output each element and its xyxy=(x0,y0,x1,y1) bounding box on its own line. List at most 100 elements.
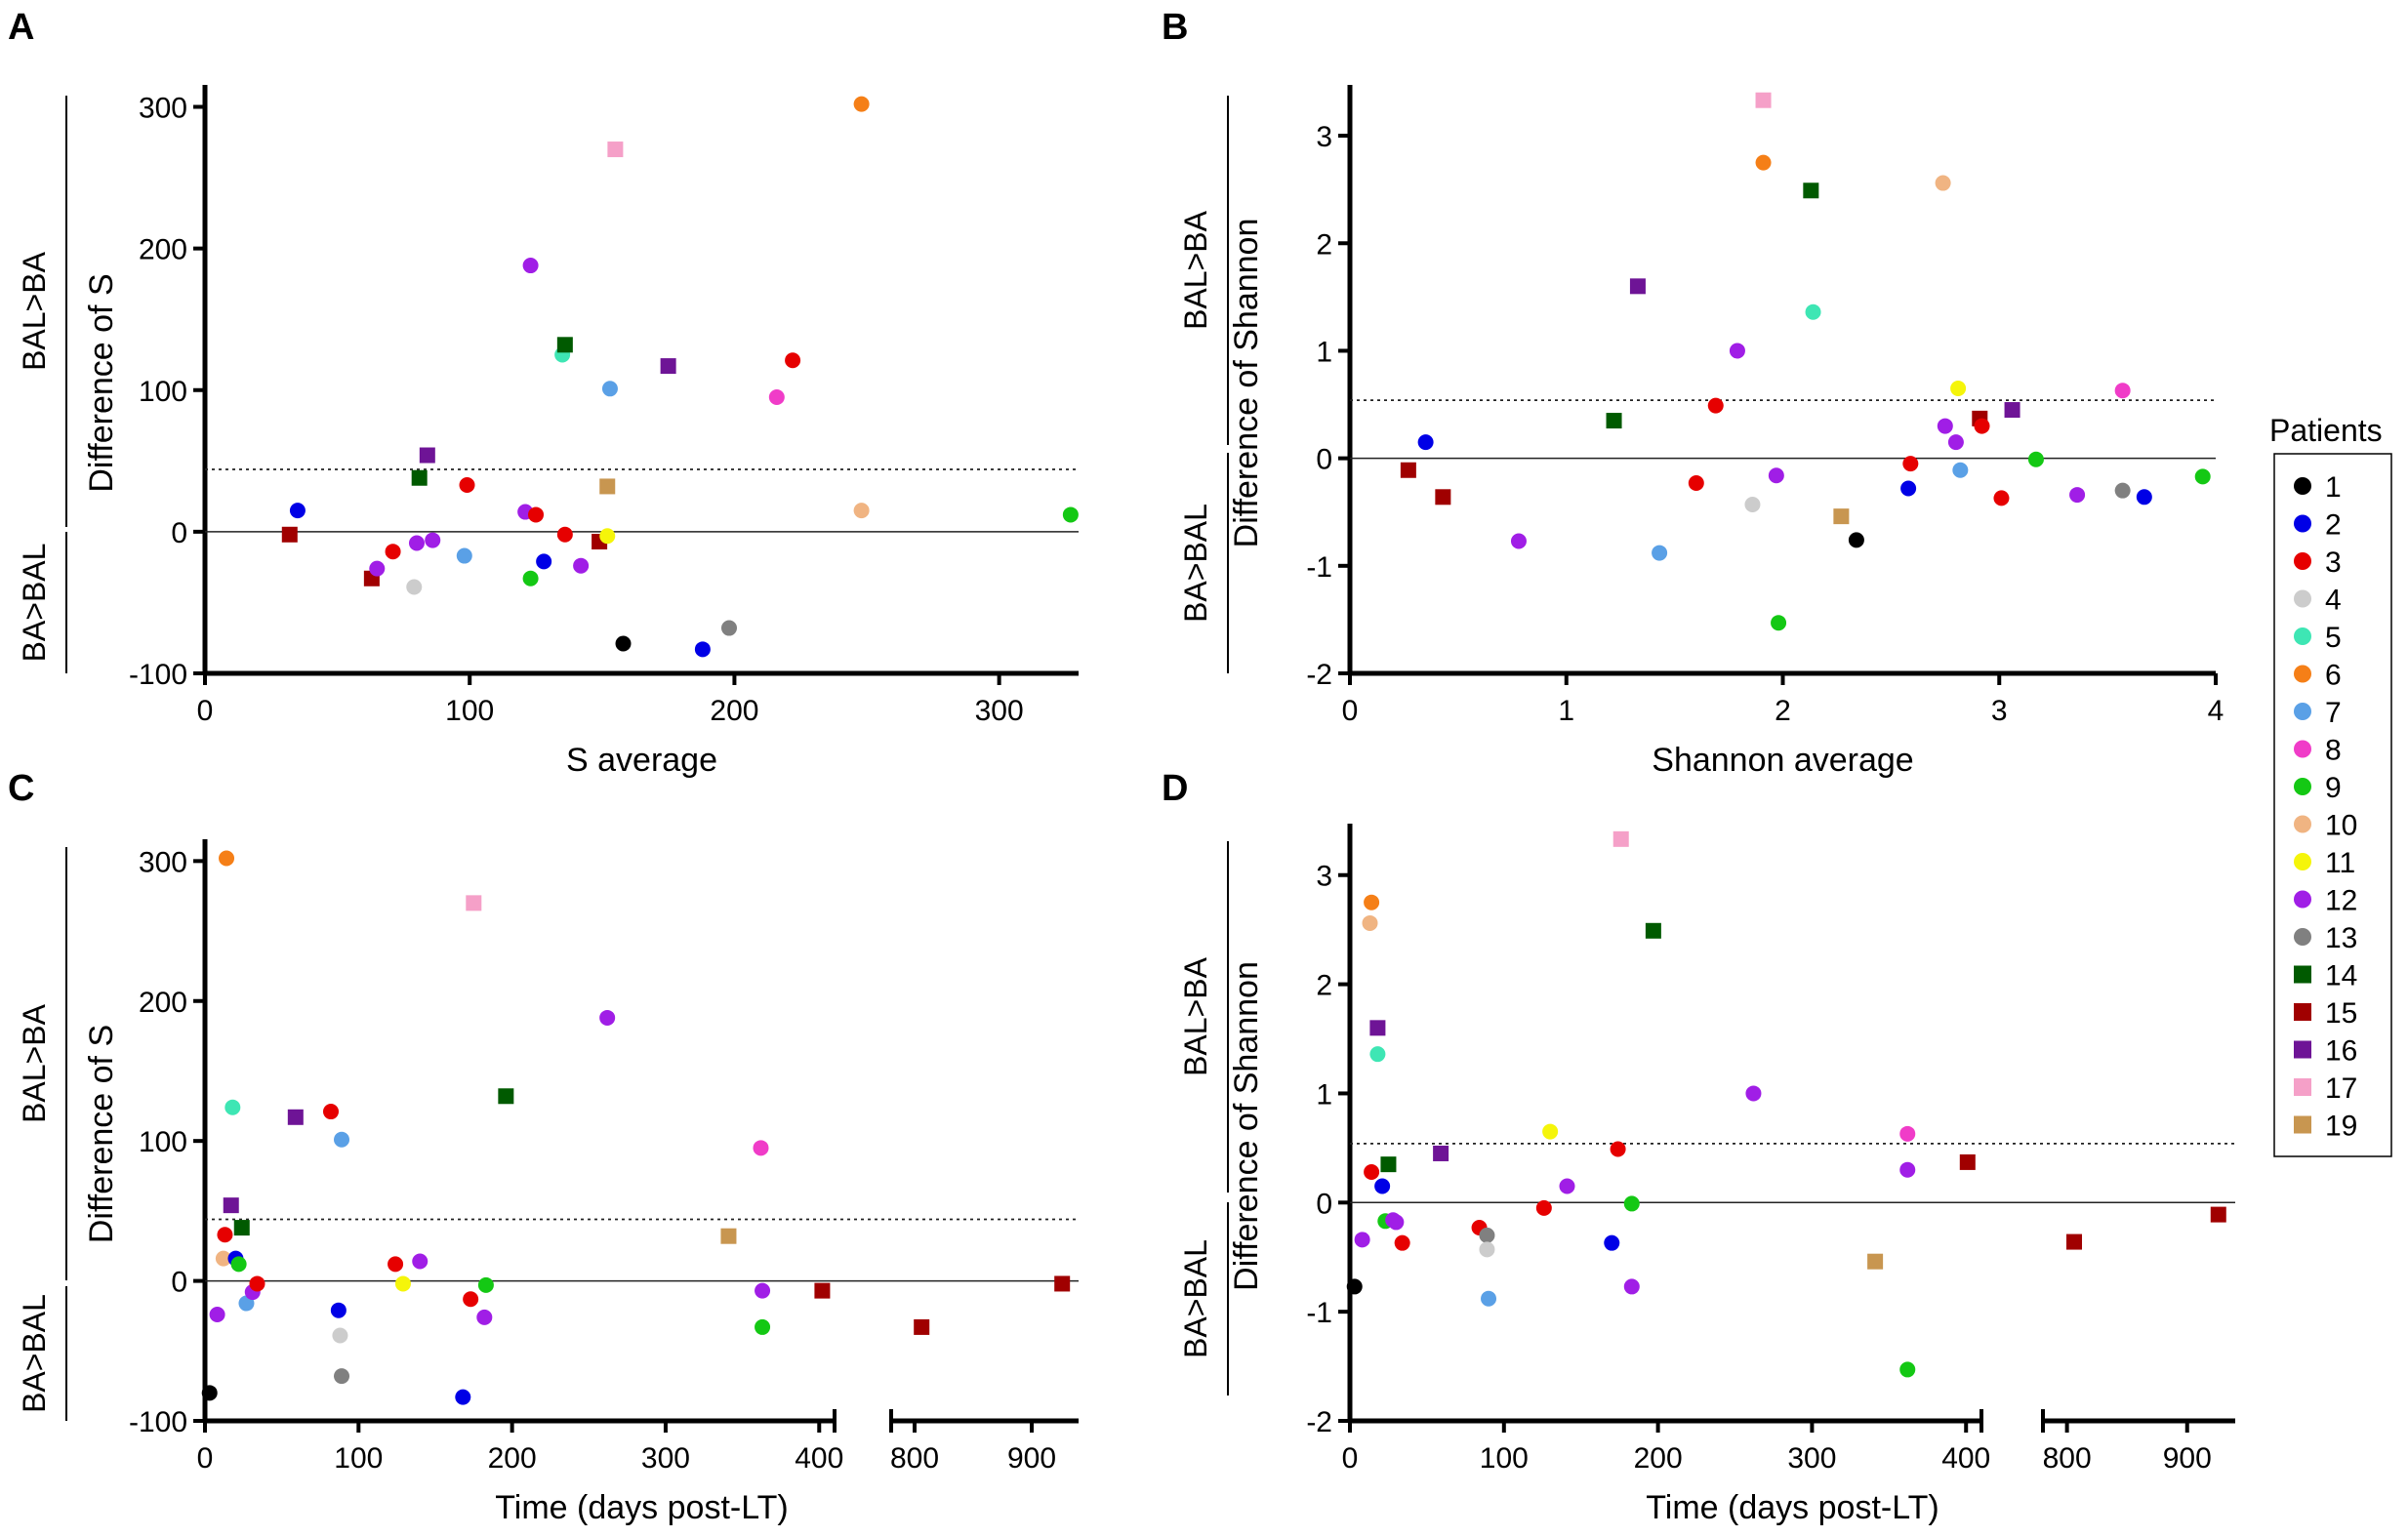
data-point-patient-12 xyxy=(1559,1178,1575,1194)
legend-marker-12 xyxy=(2294,890,2311,909)
legend-label-10: 10 xyxy=(2325,810,2357,842)
data-point-patient-9 xyxy=(1623,1195,1640,1212)
x-tick-label: 0 xyxy=(1342,1442,1359,1475)
legend-marker-2 xyxy=(2294,514,2311,533)
x-tick-label: 400 xyxy=(1941,1442,1990,1475)
data-point-patient-12 xyxy=(2069,487,2086,504)
data-point-patient-6 xyxy=(1755,154,1772,171)
legend-marker-16 xyxy=(2294,1040,2311,1059)
data-point-patient-19 xyxy=(599,478,616,495)
x-tick-label: 1 xyxy=(1558,695,1574,727)
x-axis-title: S average xyxy=(566,742,717,779)
data-point-patient-16 xyxy=(223,1197,239,1214)
legend-label-1: 1 xyxy=(2325,471,2342,504)
y-tick-label: 300 xyxy=(139,846,187,878)
data-point-patient-12 xyxy=(1388,1214,1405,1231)
y-axis-title: Difference of Shannon xyxy=(1228,219,1265,548)
data-point-patient-12 xyxy=(573,557,590,574)
upper-group-label: BAL>BA xyxy=(17,1003,52,1123)
data-point-patient-8 xyxy=(768,389,785,406)
data-point-patient-14 xyxy=(1606,413,1622,429)
data-point-patient-8 xyxy=(753,1140,769,1156)
legend-label-17: 17 xyxy=(2325,1072,2357,1105)
data-point-patient-3 xyxy=(556,526,573,543)
data-point-patient-7 xyxy=(334,1131,350,1148)
x-tick-label: 200 xyxy=(710,695,758,727)
x-tick-label: 0 xyxy=(197,695,214,727)
data-point-patient-12 xyxy=(369,560,386,577)
data-point-patient-13 xyxy=(334,1368,350,1385)
legend-marker-3 xyxy=(2294,552,2311,570)
legend-marker-1 xyxy=(2294,477,2311,495)
data-point-patient-14 xyxy=(1380,1156,1397,1173)
data-point-patient-12 xyxy=(522,258,539,274)
x-tick-label: 300 xyxy=(641,1442,690,1475)
data-point-patient-14 xyxy=(498,1088,514,1105)
legend-label-16: 16 xyxy=(2325,1035,2357,1068)
y-axis-title: Difference of S xyxy=(83,273,120,492)
data-point-patient-7 xyxy=(1952,462,1969,478)
data-point-patient-12 xyxy=(1623,1278,1640,1295)
legend-label-19: 19 xyxy=(2325,1111,2357,1143)
panel-c: C -100 0 100 200 300 0 100 200 300 400 800 900 Time (… xyxy=(8,768,1079,1526)
data-point-patient-3 xyxy=(1364,1163,1380,1180)
data-point-patient-11 xyxy=(1542,1123,1559,1140)
data-point-patient-3 xyxy=(1993,490,2010,506)
data-point-patient-12 xyxy=(755,1282,771,1299)
data-point-patient-9 xyxy=(230,1256,247,1273)
data-point-patient-14 xyxy=(411,469,428,486)
data-point-patient-16 xyxy=(660,358,676,375)
data-point-patient-3 xyxy=(785,352,801,369)
x-tick-label: 2 xyxy=(1775,695,1791,727)
panel-label: A xyxy=(8,7,34,48)
y-tick-label: -2 xyxy=(1306,1406,1332,1438)
data-point-patient-14 xyxy=(233,1220,250,1236)
data-point-patient-2 xyxy=(289,503,306,519)
data-point-patient-2 xyxy=(455,1389,471,1405)
data-point-patient-8 xyxy=(1899,1125,1916,1142)
y-tick-label: 1 xyxy=(1316,336,1332,368)
y-axis-title: Difference of S xyxy=(83,1025,120,1243)
data-point-patient-2 xyxy=(1417,434,1434,451)
x-tick-label: 300 xyxy=(1787,1442,1836,1475)
y-tick-label: 200 xyxy=(139,234,187,266)
data-point-patient-14 xyxy=(1803,182,1819,199)
data-point-patient-6 xyxy=(1364,894,1380,910)
upper-group-label: BAL>BA xyxy=(1178,210,1213,330)
data-point-patient-15 xyxy=(1435,489,1451,506)
data-point-patient-11 xyxy=(599,528,616,545)
y-tick-label: 100 xyxy=(139,376,187,408)
data-point-patient-3 xyxy=(1610,1141,1626,1157)
data-point-patient-17 xyxy=(1755,92,1772,108)
data-point-patient-3 xyxy=(1394,1234,1410,1251)
legend-marker-10 xyxy=(2294,815,2311,833)
data-point-patient-9 xyxy=(477,1276,494,1293)
data-point-patient-7 xyxy=(1481,1290,1497,1307)
panel-label: B xyxy=(1162,7,1188,48)
data-point-patient-15 xyxy=(1054,1275,1071,1292)
panel-b: B -2 -1 0 1 2 3 0 1 2 3 4 Shannon average Difference … xyxy=(1162,7,2224,779)
legend-label-11: 11 xyxy=(2325,847,2355,879)
data-point-patient-9 xyxy=(1062,506,1079,523)
data-point-patient-12 xyxy=(1354,1232,1370,1248)
x-tick-label: 800 xyxy=(890,1442,939,1475)
legend-marker-7 xyxy=(2294,703,2311,720)
data-point-patient-12 xyxy=(412,1253,429,1270)
legend-marker-14 xyxy=(2294,965,2311,984)
lower-group-label: BA>BAL xyxy=(1178,1239,1213,1358)
data-point-patient-17 xyxy=(1612,830,1629,847)
legend-marker-15 xyxy=(2294,1003,2311,1021)
data-point-patient-9 xyxy=(1899,1361,1916,1378)
data-point-patient-5 xyxy=(1369,1046,1386,1063)
legend-marker-6 xyxy=(2294,665,2311,683)
x-tick-label: 900 xyxy=(1007,1442,1056,1475)
data-point-patient-7 xyxy=(456,547,472,564)
data-point-patient-14 xyxy=(556,337,573,353)
upper-group-label: BAL>BA xyxy=(17,251,52,371)
legend-marker-4 xyxy=(2294,589,2311,608)
lower-group-label: BA>BAL xyxy=(1178,504,1213,623)
y-tick-label: 3 xyxy=(1316,861,1332,893)
